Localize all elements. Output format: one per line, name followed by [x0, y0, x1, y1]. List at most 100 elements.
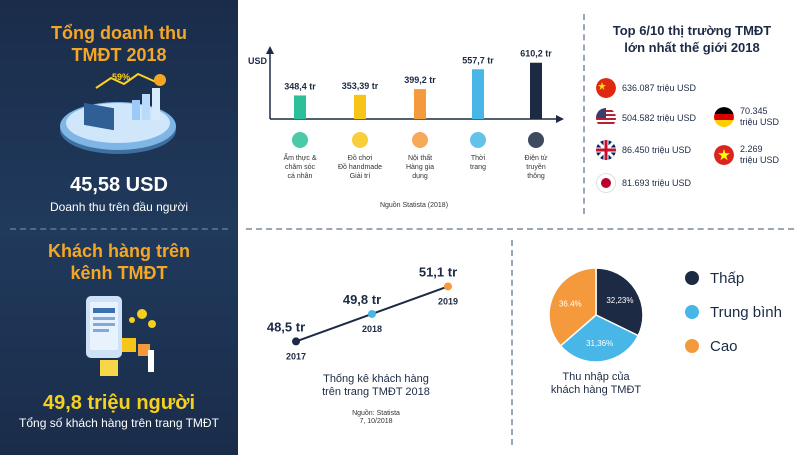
- country-uk: 86.450 triệu USD: [596, 140, 691, 160]
- horizontal-divider: [246, 228, 794, 230]
- pie-slice: [548, 267, 597, 347]
- pie-value-label: 36.4%: [559, 299, 582, 308]
- category-label: truyền: [526, 162, 546, 171]
- analytics-illustration-icon: 59%: [60, 72, 176, 154]
- bar-value-label: 557,7 tr: [462, 55, 494, 65]
- category-label: trang: [470, 164, 486, 171]
- revenue-title-line-1: Tổng doanh thu: [51, 23, 187, 43]
- vietnam-flag-icon: [714, 145, 734, 165]
- category-icon: [528, 132, 544, 148]
- germany-value-number: 70.345: [740, 106, 768, 116]
- top6-title-line-1: Top 6/10 thị trường TMĐT: [612, 23, 772, 38]
- customers-title-line-1: Khách hàng trên: [47, 241, 190, 261]
- usa-flag-icon: [596, 108, 616, 128]
- category-bar-chart: USD 348,4 tr Ẩm thực & chăm sóc cá nhân 353,3…: [248, 46, 564, 209]
- bar-chart-source: Nguồn Statista (2018): [380, 200, 448, 209]
- bar: [354, 94, 366, 119]
- bar-value-label: 610,2 tr: [520, 49, 552, 59]
- line-point: [292, 337, 300, 346]
- bar: [530, 62, 542, 119]
- country-japan: 81.693 triệu USD: [596, 173, 691, 193]
- revenue-title-line-2: TMĐT 2018: [71, 45, 167, 65]
- legend-label: Thấp: [710, 270, 744, 287]
- right-panel: [238, 0, 800, 455]
- customers-value: 49,8 triệu người: [42, 392, 196, 414]
- germany-value: 70.345 triệu USD: [740, 106, 779, 128]
- left-divider: [10, 228, 228, 230]
- country-vietnam: 2.269 triệu USD: [714, 144, 779, 166]
- legend-swatch: [685, 305, 699, 319]
- top6-title: Top 6/10 thị trường TMĐT lớn nhất thế gi…: [592, 22, 792, 56]
- country-usa: 504.582 triệu USD: [596, 108, 696, 128]
- category-label: Giải trí: [350, 173, 371, 180]
- china-flag-icon: [596, 78, 616, 98]
- germany-flag-icon: [714, 107, 734, 127]
- vietnam-value-unit: triệu USD: [740, 155, 780, 165]
- pie-chart-title: Thu nhập của: [562, 371, 630, 383]
- japan-value: 81.693 triệu USD: [622, 178, 692, 188]
- top6-title-line-2: lớn nhất thế giới 2018: [624, 40, 760, 55]
- country-germany: 70.345 triệu USD: [714, 106, 779, 128]
- y-axis-label: USD: [248, 56, 268, 66]
- per-capita-label: Doanh thu trên đầu người: [50, 200, 188, 214]
- pie-chart-title: khách hàng TMĐT: [551, 384, 642, 396]
- line-chart-source: 7, 10/2018: [359, 418, 392, 425]
- bar-value-label: 399,2 tr: [404, 75, 436, 85]
- category-label: Điện tử: [525, 154, 548, 162]
- china-value: 636.087 triệu USD: [622, 83, 697, 93]
- line-point: [444, 282, 452, 291]
- category-label: dụng: [412, 173, 428, 180]
- category-label: cá nhân: [288, 173, 313, 180]
- pie-value-label: 31,36%: [586, 339, 613, 348]
- category-icon: [292, 132, 308, 148]
- top-vertical-divider: [583, 14, 585, 214]
- bar: [414, 89, 426, 119]
- uk-value: 86.450 triệu USD: [622, 145, 692, 155]
- line-chart-title: trên trang TMĐT 2018: [322, 386, 430, 398]
- category-label: thông: [527, 173, 545, 180]
- vietnam-value: 2.269 triệu USD: [740, 144, 779, 166]
- illustration-percent: 59%: [112, 72, 130, 82]
- pie-slice: [559, 314, 640, 363]
- per-capita-value: 45,58 USD: [70, 174, 168, 196]
- japan-flag-icon: [596, 173, 616, 193]
- country-china: 636.087 triệu USD: [596, 78, 696, 98]
- x-tick-label: 2018: [362, 324, 382, 334]
- line-point: [368, 309, 376, 318]
- bar: [294, 95, 306, 119]
- line-value-label: 49,8 tr: [343, 292, 381, 307]
- category-label: chăm sóc: [285, 164, 315, 171]
- x-tick-label: 2019: [438, 296, 458, 306]
- customers-title-line-2: kênh TMĐT: [70, 263, 168, 283]
- bar-value-label: 348,4 tr: [284, 81, 316, 91]
- bar: [472, 69, 484, 119]
- legend-swatch: [685, 271, 699, 285]
- usa-value: 504.582 triệu USD: [622, 113, 697, 123]
- category-label: Thời: [471, 155, 486, 162]
- line-chart-source: Nguồn: Statista: [352, 408, 400, 417]
- line-value-label: 48,5 tr: [267, 319, 305, 334]
- line-chart-title: Thống kê khách hàng: [323, 373, 429, 385]
- y-axis-arrow-icon: [266, 46, 274, 54]
- pie-value-label: 32,23%: [606, 296, 633, 305]
- income-pie-chart: 32,23% 31,36% 36.4% Thấp Trung bình Cao Thu nh…: [548, 267, 782, 396]
- x-axis-arrow-icon: [556, 115, 564, 123]
- category-icon: [412, 132, 428, 148]
- mobile-shopping-illustration-icon: [86, 296, 156, 376]
- vietnam-value-number: 2.269: [740, 144, 763, 154]
- category-label: Nội thất: [408, 153, 432, 162]
- legend-label: Trung bình: [710, 304, 782, 321]
- category-label: Đồ handmade: [338, 162, 382, 171]
- x-tick-label: 2017: [286, 351, 306, 361]
- uk-flag-icon: [596, 140, 616, 160]
- left-panel: Tổng doanh thu TMĐT 2018 59% 45,58 USD D…: [0, 0, 238, 455]
- customer-growth-line-chart: 48,5 tr 2017 49,8 tr 2018 51,1 tr 2019 Thống k…: [267, 264, 458, 425]
- category-label: Ẩm thực &: [283, 153, 316, 162]
- pie-slice: [595, 267, 644, 337]
- category-label: Hàng gia: [406, 164, 434, 171]
- germany-value-unit: triệu USD: [740, 117, 780, 127]
- category-icon: [352, 132, 368, 148]
- bar-value-label: 353,39 tr: [342, 81, 379, 91]
- line-value-label: 51,1 tr: [419, 264, 457, 279]
